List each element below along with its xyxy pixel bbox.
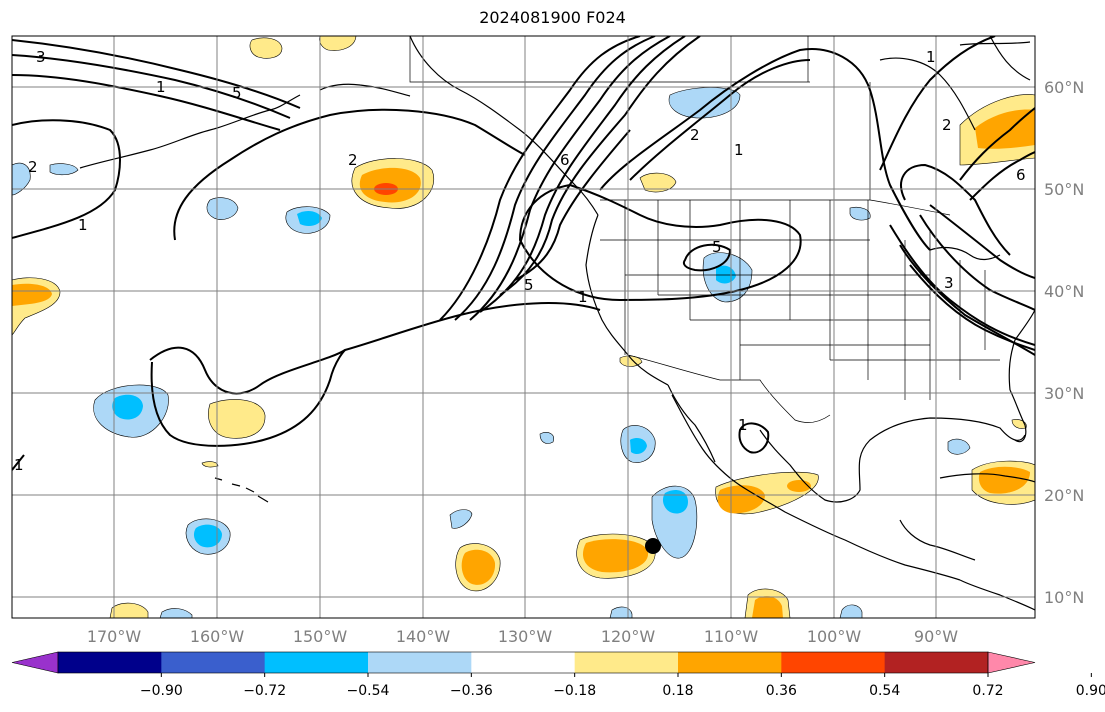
lon-label: 110°W: [704, 627, 759, 646]
lon-label: 90°W: [914, 627, 958, 646]
lon-label: 170°W: [87, 627, 142, 646]
colorbar-tick-label: 0.18: [662, 683, 693, 699]
contour-label: 6: [560, 151, 570, 169]
colorbar-tick-label: −0.36: [450, 683, 493, 699]
contour-label: 5: [524, 276, 534, 294]
contour-label: 1: [14, 456, 24, 474]
colorbar-tick-label: −0.18: [553, 683, 596, 699]
contour-label: 1: [78, 216, 88, 234]
colorbar-segment: [471, 652, 576, 673]
contour-label: 1: [156, 78, 166, 96]
colorbar-tick-label: 0.90: [1076, 683, 1105, 699]
colorbar-segment: [781, 652, 886, 673]
contour-lines: [12, 36, 1035, 471]
colorbar-segment: [58, 652, 162, 673]
colorbar-tick-label: −0.72: [243, 683, 286, 699]
contour-label: 2: [348, 151, 358, 169]
colorbar: −0.90 −0.72 −0.54 −0.36 −0.18 0.18 0.36 0.54 0.7…: [11, 651, 1105, 699]
contour-label: 3: [944, 274, 954, 292]
lat-label: 50°N: [1044, 180, 1084, 199]
colorbar-segment: [368, 652, 472, 673]
political-boundaries: [409, 36, 1000, 423]
contour-label: 1: [738, 416, 748, 434]
map-frame: [11, 35, 1036, 619]
colorbar-tick-label: 0.36: [766, 683, 797, 699]
colorbar-frame: [57, 651, 989, 674]
map-area: [12, 36, 1035, 618]
lat-label: 10°N: [1044, 588, 1084, 607]
contour-label: 5: [232, 84, 242, 102]
lat-label: 40°N: [1044, 282, 1084, 301]
contour-label: 1: [578, 288, 588, 306]
longitude-labels: 170°W 160°W 150°W 140°W 130°W 120°W 110°…: [87, 627, 958, 646]
colorbar-segment: [264, 652, 369, 673]
colorbar-segment: [678, 652, 782, 673]
latitude-labels: 60°N 50°N 40°N 30°N 20°N 10°N: [1044, 78, 1084, 607]
lon-label: 130°W: [498, 627, 553, 646]
colorbar-tick-label: 0.54: [869, 683, 900, 699]
lon-label: 140°W: [396, 627, 451, 646]
lat-label: 20°N: [1044, 486, 1084, 505]
contour-label: 5: [712, 238, 722, 256]
contour-label: 2: [690, 126, 700, 144]
colorbar-segment: [574, 652, 679, 673]
storm-position-marker: [645, 538, 661, 554]
contour-label: 3: [36, 48, 46, 66]
colorbar-extend-max: [987, 651, 1036, 674]
contour-label-group: 3 1 5 2 1 2 5 6 1 2 1 1 5 2 3 1 6 1: [14, 48, 1026, 474]
colorbar-segment: [884, 652, 989, 673]
gridlines: [12, 36, 1035, 618]
contour-label: 1: [734, 141, 744, 159]
contour-label: 2: [942, 116, 952, 134]
contour-label: 2: [28, 158, 38, 176]
lon-label: 120°W: [601, 627, 656, 646]
contour-label: 6: [1016, 166, 1026, 184]
colorbar-segment: [161, 652, 266, 673]
lat-label: 60°N: [1044, 78, 1084, 97]
contour-label: 1: [926, 48, 936, 66]
positive-anomaly-shading: [12, 36, 1035, 618]
lon-label: 100°W: [807, 627, 862, 646]
colorbar-extend-min: [11, 651, 59, 674]
map-title: 2024081900 F024: [479, 8, 626, 27]
colorbar-tick-label: 0.72: [972, 683, 1003, 699]
colorbar-tick-label: −0.54: [347, 683, 390, 699]
lon-label: 150°W: [293, 627, 348, 646]
colorbar-tick-label: −0.90: [140, 683, 183, 699]
lat-label: 30°N: [1044, 384, 1084, 403]
lon-label: 160°W: [190, 627, 245, 646]
